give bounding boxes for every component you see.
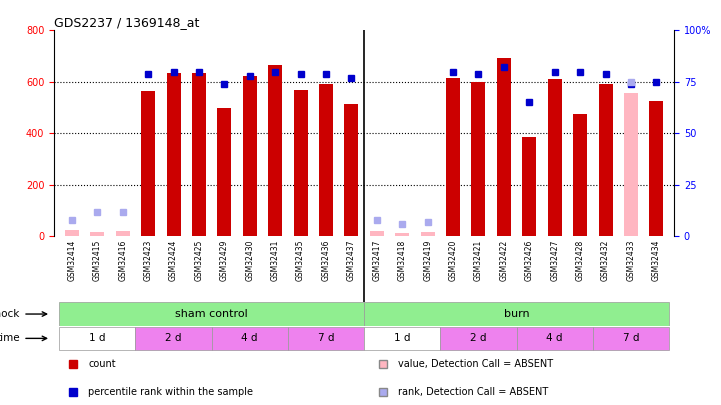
Text: shock: shock xyxy=(0,309,20,319)
Bar xyxy=(364,327,441,350)
Bar xyxy=(395,233,410,237)
Text: 1 d: 1 d xyxy=(394,333,410,343)
Bar xyxy=(497,58,511,237)
Bar xyxy=(370,231,384,237)
Text: GSM32430: GSM32430 xyxy=(245,240,255,281)
Text: 1 d: 1 d xyxy=(89,333,105,343)
Bar xyxy=(288,327,364,350)
Text: 7 d: 7 d xyxy=(318,333,335,343)
Bar xyxy=(243,76,257,237)
Bar xyxy=(522,137,536,237)
Text: GSM32435: GSM32435 xyxy=(296,240,305,281)
Text: sham control: sham control xyxy=(175,309,248,319)
Text: value, Detection Call = ABSENT: value, Detection Call = ABSENT xyxy=(398,359,553,369)
Bar xyxy=(167,73,180,237)
Text: GSM32423: GSM32423 xyxy=(143,240,153,281)
Bar xyxy=(593,327,669,350)
Bar xyxy=(420,232,435,237)
Text: GSM32428: GSM32428 xyxy=(575,240,585,281)
Bar xyxy=(573,114,587,237)
Text: percentile rank within the sample: percentile rank within the sample xyxy=(88,388,253,397)
Bar xyxy=(441,327,516,350)
Text: 2 d: 2 d xyxy=(165,333,182,343)
Bar xyxy=(141,91,155,237)
Text: GSM32437: GSM32437 xyxy=(347,240,356,281)
Bar xyxy=(136,327,212,350)
Text: GSM32425: GSM32425 xyxy=(195,240,203,281)
Bar xyxy=(319,84,333,237)
Text: GSM32426: GSM32426 xyxy=(525,240,534,281)
Bar xyxy=(212,327,288,350)
Text: GSM32419: GSM32419 xyxy=(423,240,432,281)
Text: 4 d: 4 d xyxy=(242,333,258,343)
Bar xyxy=(345,104,358,237)
Bar xyxy=(59,327,136,350)
Bar xyxy=(446,78,460,237)
Text: GSM32421: GSM32421 xyxy=(474,240,483,281)
Bar xyxy=(598,84,613,237)
Bar xyxy=(217,108,231,237)
Text: GSM32414: GSM32414 xyxy=(67,240,76,281)
Bar xyxy=(650,101,663,237)
Bar xyxy=(624,94,638,237)
Text: GSM32432: GSM32432 xyxy=(601,240,610,281)
Bar xyxy=(548,79,562,237)
Bar xyxy=(516,327,593,350)
Bar xyxy=(90,232,105,237)
Text: GSM32434: GSM32434 xyxy=(652,240,661,281)
Text: GDS2237 / 1369148_at: GDS2237 / 1369148_at xyxy=(54,16,200,29)
Text: 7 d: 7 d xyxy=(623,333,640,343)
Text: GSM32422: GSM32422 xyxy=(500,240,508,281)
Bar xyxy=(268,65,282,237)
Text: time: time xyxy=(0,333,20,343)
Text: GSM32418: GSM32418 xyxy=(398,240,407,281)
Text: GSM32424: GSM32424 xyxy=(169,240,178,281)
Text: GSM32431: GSM32431 xyxy=(270,240,280,281)
Text: rank, Detection Call = ABSENT: rank, Detection Call = ABSENT xyxy=(398,388,549,397)
Bar xyxy=(115,231,130,237)
Text: GSM32429: GSM32429 xyxy=(220,240,229,281)
Text: GSM32433: GSM32433 xyxy=(627,240,635,281)
Bar xyxy=(65,230,79,237)
Text: GSM32436: GSM32436 xyxy=(322,240,330,281)
Text: GSM32420: GSM32420 xyxy=(448,240,458,281)
Text: GSM32427: GSM32427 xyxy=(550,240,559,281)
Bar xyxy=(192,73,206,237)
Text: 4 d: 4 d xyxy=(547,333,563,343)
Bar xyxy=(293,90,308,237)
Text: GSM32416: GSM32416 xyxy=(118,240,127,281)
Text: GSM32415: GSM32415 xyxy=(93,240,102,281)
Text: GSM32417: GSM32417 xyxy=(372,240,381,281)
Bar xyxy=(59,303,364,326)
Bar xyxy=(472,82,485,237)
Bar xyxy=(364,303,669,326)
Text: burn: burn xyxy=(504,309,529,319)
Text: 2 d: 2 d xyxy=(470,333,487,343)
Text: count: count xyxy=(88,359,116,369)
